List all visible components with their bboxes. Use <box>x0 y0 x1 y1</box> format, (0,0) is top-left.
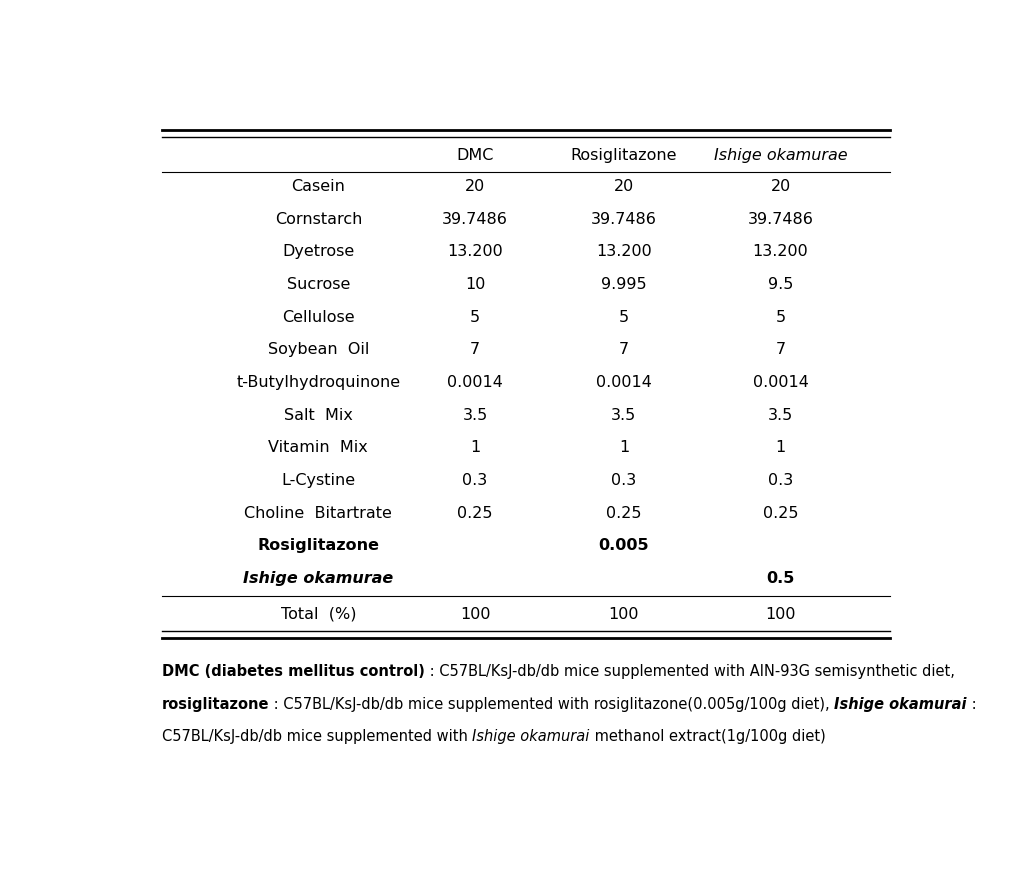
Text: 39.7486: 39.7486 <box>748 211 814 226</box>
Text: 0.0014: 0.0014 <box>752 375 809 390</box>
Text: 0.3: 0.3 <box>768 473 794 488</box>
Text: 10: 10 <box>465 277 485 292</box>
Text: 5: 5 <box>619 309 629 324</box>
Text: : C57BL/KsJ-db/db mice supplemented with AIN-93G semisynthetic diet,: : C57BL/KsJ-db/db mice supplemented with… <box>425 664 954 679</box>
Text: L-Cystine: L-Cystine <box>281 473 356 488</box>
Text: Choline  Bitartrate: Choline Bitartrate <box>245 506 392 521</box>
Text: C57BL/KsJ-db/db mice supplemented with: C57BL/KsJ-db/db mice supplemented with <box>162 729 472 744</box>
Text: 0.3: 0.3 <box>462 473 487 488</box>
Text: 5: 5 <box>470 309 480 324</box>
Text: Sucrose: Sucrose <box>287 277 350 292</box>
Text: Ishige okamurai: Ishige okamurai <box>834 697 967 712</box>
Text: Salt  Mix: Salt Mix <box>284 408 353 423</box>
Text: 0.005: 0.005 <box>599 538 649 553</box>
Text: Soybean  Oil: Soybean Oil <box>268 342 369 357</box>
Text: 3.5: 3.5 <box>768 408 794 423</box>
Text: 100: 100 <box>765 607 796 622</box>
Text: Vitamin  Mix: Vitamin Mix <box>269 440 368 455</box>
Text: 7: 7 <box>619 342 629 357</box>
Text: 5: 5 <box>775 309 786 324</box>
Text: 1: 1 <box>775 440 786 455</box>
Text: 1: 1 <box>470 440 480 455</box>
Text: 39.7486: 39.7486 <box>442 211 508 226</box>
Text: : C57BL/KsJ-db/db mice supplemented with rosiglitazone(0.005g/100g diet),: : C57BL/KsJ-db/db mice supplemented with… <box>269 697 834 712</box>
Text: 20: 20 <box>614 179 634 194</box>
Text: DMC: DMC <box>456 148 493 163</box>
Text: 9.5: 9.5 <box>768 277 794 292</box>
Text: methanol extract(1g/100g diet): methanol extract(1g/100g diet) <box>589 729 825 744</box>
Text: Cornstarch: Cornstarch <box>275 211 362 226</box>
Text: 0.25: 0.25 <box>457 506 492 521</box>
Text: rosiglitazone: rosiglitazone <box>162 697 269 712</box>
Text: Casein: Casein <box>291 179 346 194</box>
Text: Rosiglitazone: Rosiglitazone <box>570 148 677 163</box>
Text: Rosiglitazone: Rosiglitazone <box>258 538 379 553</box>
Text: 9.995: 9.995 <box>602 277 647 292</box>
Text: Cellulose: Cellulose <box>282 309 355 324</box>
Text: 20: 20 <box>770 179 791 194</box>
Text: 100: 100 <box>460 607 490 622</box>
Text: 7: 7 <box>775 342 786 357</box>
Text: :: : <box>967 697 977 712</box>
Text: Ishige okamurae: Ishige okamurae <box>714 148 847 163</box>
Text: DMC (diabetes mellitus control): DMC (diabetes mellitus control) <box>162 664 425 679</box>
Text: 0.25: 0.25 <box>607 506 642 521</box>
Text: Dyetrose: Dyetrose <box>282 244 355 259</box>
Text: 0.25: 0.25 <box>763 506 799 521</box>
Text: 39.7486: 39.7486 <box>591 211 657 226</box>
Text: 7: 7 <box>470 342 480 357</box>
Text: 20: 20 <box>465 179 485 194</box>
Text: 1: 1 <box>619 440 629 455</box>
Text: 13.200: 13.200 <box>596 244 652 259</box>
Text: Ishige okamurai: Ishige okamurai <box>472 729 589 744</box>
Text: 0.0014: 0.0014 <box>595 375 652 390</box>
Text: 0.3: 0.3 <box>612 473 637 488</box>
Text: 3.5: 3.5 <box>462 408 487 423</box>
Text: t-Butylhydroquinone: t-Butylhydroquinone <box>237 375 400 390</box>
Text: 0.0014: 0.0014 <box>447 375 503 390</box>
Text: 13.200: 13.200 <box>753 244 809 259</box>
Text: Total  (%): Total (%) <box>281 607 356 622</box>
Text: 13.200: 13.200 <box>447 244 502 259</box>
Text: 3.5: 3.5 <box>612 408 637 423</box>
Text: 0.5: 0.5 <box>766 571 795 586</box>
Text: 100: 100 <box>609 607 639 622</box>
Text: Ishige okamurae: Ishige okamurae <box>244 571 393 586</box>
